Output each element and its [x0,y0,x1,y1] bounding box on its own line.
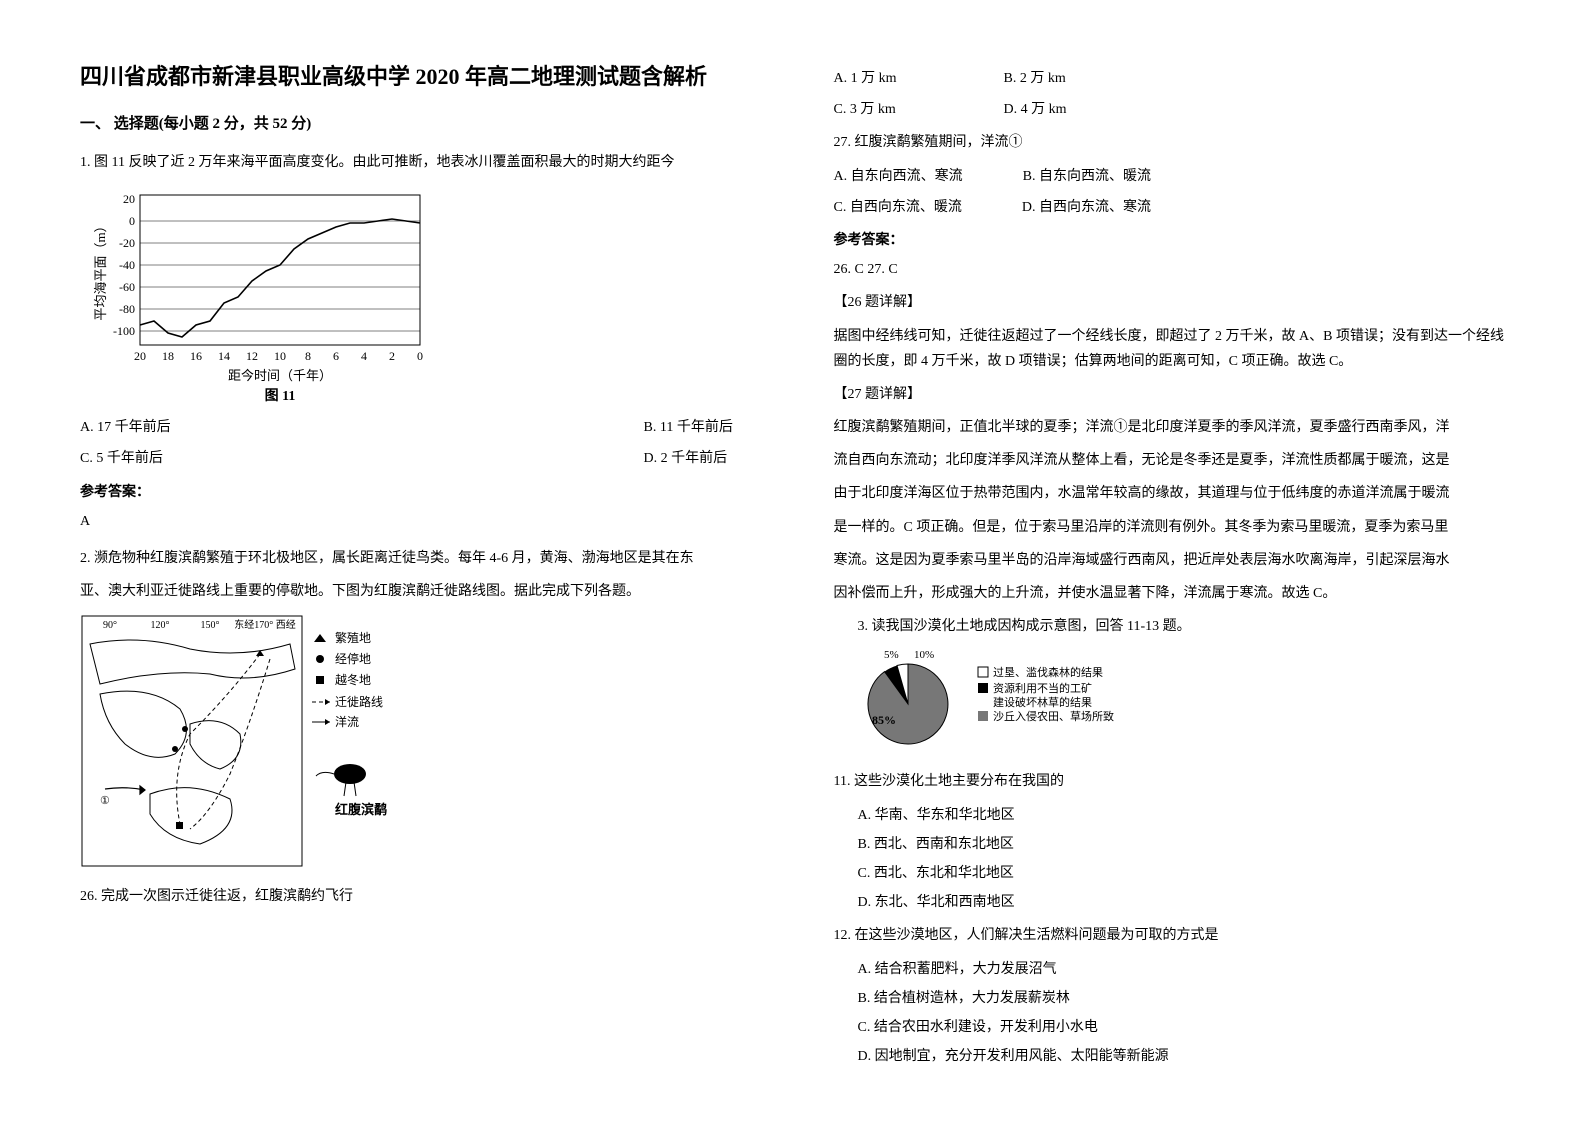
q2-intro2: 亚、澳大利亚迁徙路线上重要的停歇地。下图为红腹滨鹬迁徙路线图。据此完成下列各题。 [80,579,754,604]
svg-text:120°: 120° [151,620,170,631]
q12-optA: A. 结合积蓄肥料，大力发展沼气 [858,957,1508,982]
q2-intro1: 2. 濒危物种红腹滨鹬繁殖于环北极地区，属长距离迁徒鸟类。每年 4-6 月，黄海… [80,546,754,571]
q2-map: 90° 120° 150° 东经170° 西经 [80,614,754,874]
svg-text:图 11: 图 11 [265,388,296,404]
svg-text:5%: 5% [884,649,899,661]
svg-text:6: 6 [333,349,339,363]
right-column: A. 1 万 km B. 2 万 km C. 3 万 km D. 4 万 km … [834,60,1508,1062]
q27-row2: C. 自西向东流、暖流 D. 自西向东流、寒流 [834,195,1508,220]
q1-chart: 20 0 -20 -40 -60 -80 -100 201816 141210 [80,185,754,405]
exp27-f: 因补偿而上升，形成强大的上升流，并使水温显著下降，洋流属于寒流。故选 C。 [834,581,1508,606]
q26-optC: C. 3 万 km [834,97,944,122]
svg-text:平均海平面（m）: 平均海平面（m） [93,220,108,321]
q26-stem: 26. 完成一次图示迁徙往返，红腹滨鹬约飞行 [80,884,754,909]
q12-optC: C. 结合农田水利建设，开发利用小水电 [858,1015,1508,1040]
q3-stem: 3. 读我国沙漠化土地成因构成示意图，回答 11-13 题。 [858,614,1508,639]
svg-text:-100: -100 [113,324,135,338]
q27-stem: 27. 红腹滨鹬繁殖期间，洋流① [834,130,1508,155]
svg-text:20: 20 [134,349,146,363]
answer-label-1: 参考答案： [80,480,754,505]
q27-optC: C. 自西向东流、暖流 [834,195,962,220]
q1-answer: A [80,509,754,534]
exp27-e: 寒流。这是因为夏季索马里半岛的沿岸海域盛行西南风，把近岸处表层海水吹离海岸，引起… [834,548,1508,573]
svg-text:-40: -40 [119,258,135,272]
exp27-b: 流自西向东流动；北印度洋季风洋流从整体上看，无论是冬季还是夏季，洋流性质都属于暖… [834,448,1508,473]
svg-text:资源利用不当的工矿: 资源利用不当的工矿 [993,681,1092,695]
q11-optB: B. 西北、西南和东北地区 [858,832,1508,857]
svg-text:18: 18 [162,349,174,363]
svg-text:迁徙路线: 迁徙路线 [335,694,383,709]
svg-text:4: 4 [361,349,367,363]
exp27-a: 红腹滨鹬繁殖期间，正值北半球的夏季；洋流①是北印度洋夏季的季风洋流，夏季盛行西南… [834,415,1508,440]
svg-text:14: 14 [218,349,230,363]
q1-opts-row2: C. 5 千年前后 D. 2 千年前后 [80,446,754,471]
q1-optD: D. 2 千年前后 [644,446,754,471]
svg-text:90°: 90° [103,620,117,631]
svg-text:建设破坏林草的结果: 建设破坏林草的结果 [993,695,1092,709]
answer-label-2: 参考答案： [834,228,1508,253]
svg-text:洋流: 洋流 [335,714,359,729]
left-column: 四川省成都市新津县职业高级中学 2020 年高二地理测试题含解析 一、 选择题(… [80,60,754,1062]
section-heading: 一、 选择题(每小题 2 分，共 52 分) [80,111,754,138]
svg-text:150°: 150° [201,620,220,631]
svg-text:繁殖地: 繁殖地 [335,630,371,645]
svg-text:经停地: 经停地 [335,651,371,666]
exp26-body: 据图中经纬线可知，迁徙往返超过了一个经线长度，即超过了 2 万千米，故 A、B … [834,324,1508,374]
svg-text:距今时间（千年）: 距今时间（千年） [228,368,332,383]
svg-text:10: 10 [274,349,286,363]
svg-text:沙丘入侵农田、草场所致: 沙丘入侵农田、草场所致 [993,709,1114,723]
svg-text:东经170° 西经: 东经170° 西经 [234,618,296,631]
svg-text:85%: 85% [872,713,896,727]
doc-title: 四川省成都市新津县职业高级中学 2020 年高二地理测试题含解析 [80,60,754,93]
q27-row1: A. 自东向西流、寒流 B. 自东向西流、暖流 [834,164,1508,189]
q1-optB: B. 11 千年前后 [644,415,754,440]
svg-text:8: 8 [305,349,311,363]
svg-text:20: 20 [123,192,135,206]
svg-text:10%: 10% [914,649,934,661]
q26-optA: A. 1 万 km [834,66,944,91]
svg-text:12: 12 [246,349,258,363]
q26-optD: D. 4 万 km [1004,97,1114,122]
q1-optC: C. 5 千年前后 [80,446,190,471]
q12-optB: B. 结合植树造林，大力发展薪炭林 [858,986,1508,1011]
q12-optD: D. 因地制宜，充分开发利用风能、太阳能等新能源 [858,1044,1508,1069]
q11-stem: 11. 这些沙漠化土地主要分布在我国的 [834,769,1508,794]
q12-stem: 12. 在这些沙漠地区，人们解决生活燃料问题最为可取的方式是 [834,923,1508,948]
svg-text:过垦、滥伐森林的结果: 过垦、滥伐森林的结果 [993,665,1103,679]
q27-optB: B. 自东向西流、暖流 [1023,164,1151,189]
q1-optA: A. 17 千年前后 [80,415,190,440]
q3-pie: 5% 10% 85% 过垦、滥伐森林的结果 资源利用不当的工矿 建设破坏林草的结… [858,649,1508,759]
q26-optB: B. 2 万 km [1004,66,1114,91]
svg-text:16: 16 [190,349,202,363]
q12-opts: A. 结合积蓄肥料，大力发展沼气 B. 结合植树造林，大力发展薪炭林 C. 结合… [834,957,1508,1070]
svg-text:0: 0 [417,349,423,363]
q11-optC: C. 西北、东北和华北地区 [858,861,1508,886]
svg-text:越冬地: 越冬地 [335,672,371,687]
q27-optA: A. 自东向西流、寒流 [834,164,963,189]
q11-optA: A. 华南、华东和华北地区 [858,803,1508,828]
q1-stem: 1. 图 11 反映了近 2 万年来海平面高度变化。由此可推断，地表冰川覆盖面积… [80,150,754,175]
exp26-head: 【26 题详解】 [834,290,1508,315]
q26-row2: C. 3 万 km D. 4 万 km [834,97,1508,122]
q11-opts: A. 华南、华东和华北地区 B. 西北、西南和东北地区 C. 西北、东北和华北地… [834,803,1508,916]
q26-row1: A. 1 万 km B. 2 万 km [834,66,1508,91]
svg-text:红腹滨鹬: 红腹滨鹬 [335,802,387,817]
svg-text:-60: -60 [119,280,135,294]
svg-text:0: 0 [129,214,135,228]
q27-optD: D. 自西向东流、寒流 [1022,195,1151,220]
svg-text:2: 2 [389,349,395,363]
q2-answer: 26. C 27. C [834,257,1508,282]
svg-text:①: ① [100,795,110,807]
svg-text:-80: -80 [119,302,135,316]
svg-text:-20: -20 [119,236,135,250]
q11-optD: D. 东北、华北和西南地区 [858,890,1508,915]
exp27-c: 由于北印度洋海区位于热带范围内，水温常年较高的缘故，其道理与位于低纬度的赤道洋流… [834,481,1508,506]
q1-opts-row1: A. 17 千年前后 B. 11 千年前后 [80,415,754,440]
exp27-head: 【27 题详解】 [834,382,1508,407]
exp27-d: 是一样的。C 项正确。但是，位于索马里沿岸的洋流则有例外。其冬季为索马里暖流，夏… [834,515,1508,540]
